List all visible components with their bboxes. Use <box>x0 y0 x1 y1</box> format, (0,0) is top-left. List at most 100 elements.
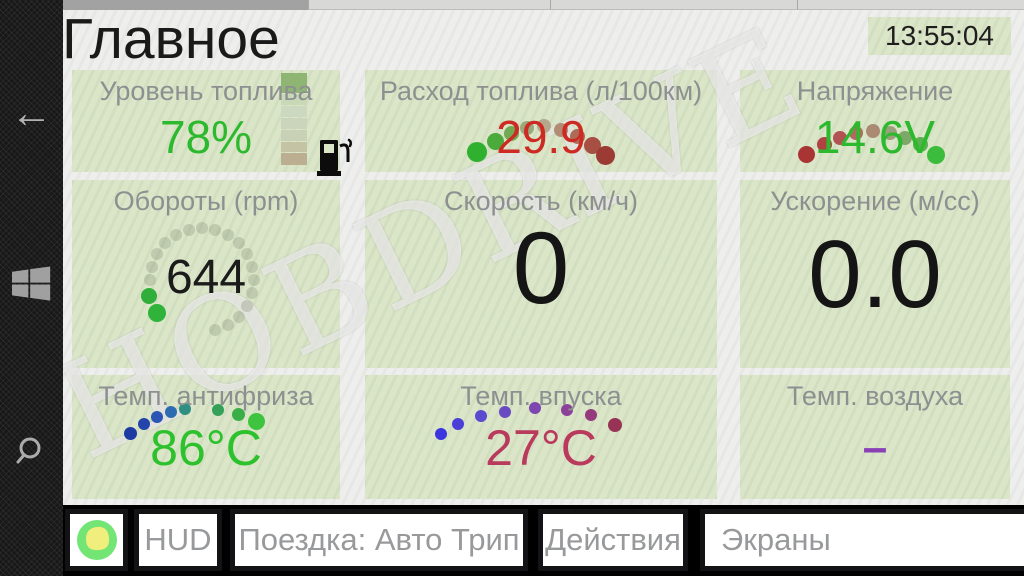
tile-acceleration[interactable]: Ускорение (м/сс) 0.0 <box>740 180 1010 368</box>
search-icon[interactable] <box>0 434 63 473</box>
gauge-dot <box>231 407 245 421</box>
gauge-dot <box>537 119 551 133</box>
tile-air-temp[interactable]: Темп. воздуха – <box>740 375 1010 499</box>
gauge-dot <box>435 428 447 440</box>
gauge-dot <box>816 136 832 152</box>
fuel-bar-segment <box>281 130 307 141</box>
tile-rpm[interactable]: Обороты (rpm) 644 <box>72 180 340 368</box>
gauge-dot <box>554 123 568 137</box>
tile-fuel-level[interactable]: Уровень топлива 78% <box>72 70 353 176</box>
gauge-dot <box>927 146 945 164</box>
gauge-dot <box>212 404 224 416</box>
fuel-bar-segment <box>281 94 307 105</box>
gauge-dot <box>146 261 158 273</box>
gauge-dot <box>144 274 156 286</box>
tile-label: Темп. антифриза <box>98 381 314 411</box>
tile-voltage[interactable]: Напряжение 14.6V <box>740 70 1010 172</box>
connection-indicator-button[interactable] <box>65 509 128 571</box>
back-arrow-icon[interactable]: ← <box>10 89 53 136</box>
tile-label: Обороты (rpm) <box>113 186 299 216</box>
top-strip-active-segment <box>63 0 308 10</box>
gauge-dot <box>883 126 897 140</box>
page-title: Главное <box>62 7 280 71</box>
fuel-bar-segment <box>281 153 307 165</box>
gauge-dot <box>159 237 171 249</box>
gauge-dot <box>247 412 265 430</box>
gauge-dot <box>608 418 622 432</box>
gauge-dot <box>561 404 573 416</box>
gauge-dot <box>241 300 253 312</box>
tile-value: 0 <box>512 211 570 325</box>
tile-value: 644 <box>165 251 247 304</box>
top-strip-segment <box>550 0 797 10</box>
gauge-dot <box>183 224 195 236</box>
fuel-bar-segment <box>281 142 307 152</box>
gauge-dot <box>241 248 253 260</box>
tile-coolant-temp[interactable]: Темп. антифриза 86°C <box>72 375 340 499</box>
trip-button[interactable]: Поездка: Авто Трип <box>230 509 528 571</box>
gauge-dot <box>179 403 191 415</box>
tile-label: Темп. впуска <box>460 381 622 411</box>
tile-value: 78% <box>159 111 253 163</box>
tile-value: 86°C <box>150 420 262 476</box>
tile-intake-temp[interactable]: Темп. впуска 27°C <box>365 375 717 499</box>
tile-speed[interactable]: Скорость (км/ч) 0 <box>365 180 717 368</box>
windows-logo-icon[interactable] <box>0 265 63 308</box>
gauge-dot <box>467 142 487 162</box>
gauge-dot <box>833 131 847 145</box>
gauge-dot <box>503 125 519 141</box>
gauge-dot <box>165 406 177 418</box>
gauge-dot <box>585 409 597 421</box>
gauge-dot <box>196 222 208 234</box>
gauge-dot <box>138 418 150 430</box>
gauge-dot <box>520 121 534 135</box>
gauge-dot <box>499 406 511 418</box>
gauge-dot <box>569 128 585 144</box>
fuel-level-bar-gauge <box>281 73 307 166</box>
actions-button[interactable]: Действия <box>538 509 688 571</box>
fuel-bar-segment <box>281 118 307 129</box>
tile-fuel-consumption[interactable]: Расход топлива (л/100км) 29.9 <box>365 70 717 172</box>
gauge-dot <box>898 131 912 145</box>
screens-button[interactable]: Экраны <box>700 509 1024 571</box>
gauge-dot <box>529 402 541 414</box>
top-strip-segment <box>797 0 1024 10</box>
tile-label: Ускорение (м/сс) <box>770 186 980 216</box>
tile-value: 29.9 <box>496 111 586 163</box>
tile-label: Напряжение <box>796 76 954 106</box>
tile-label: Уровень топлива <box>99 76 313 106</box>
gauge-dot <box>233 311 245 323</box>
gauge-dot <box>209 324 221 336</box>
tile-value: 27°C <box>485 420 597 476</box>
tile-value: – <box>862 423 888 472</box>
status-led-icon <box>76 520 117 560</box>
tile-value: 14.6V <box>814 111 936 163</box>
tile-label: Темп. воздуха <box>786 381 964 411</box>
gauge-dot <box>583 136 601 154</box>
gauge-dot <box>246 261 258 273</box>
gauge-dot <box>849 126 863 140</box>
top-strip <box>63 0 1024 10</box>
windows-logo-glyph <box>11 266 50 301</box>
gauge-dot <box>912 136 928 152</box>
tile-label: Скорость (км/ч) <box>443 186 639 216</box>
fuel-bar-segment <box>281 106 307 117</box>
gauge-dot <box>486 132 504 150</box>
gauge-dot <box>170 229 182 241</box>
tile-value: 0.0 <box>808 221 942 328</box>
gauge-dot <box>595 145 615 165</box>
gauge-dot <box>246 287 258 299</box>
gauge-dot <box>222 319 234 331</box>
gauge-dot <box>123 426 137 440</box>
tile-label: Расход топлива (л/100км) <box>379 76 703 106</box>
system-nav-bar: ← <box>0 0 63 576</box>
search-glyph <box>16 437 40 464</box>
fuel-pump-icon <box>317 138 353 176</box>
bottom-button-bar: HUD Поездка: Авто Трип Действия Экраны <box>63 505 1024 576</box>
hud-button[interactable]: HUD <box>134 509 222 571</box>
gauge-dot <box>866 124 880 138</box>
fuel-bar-segment <box>281 73 307 93</box>
top-strip-segment <box>308 0 550 10</box>
gauge-dot <box>233 237 245 249</box>
gauge-dot <box>248 274 260 286</box>
